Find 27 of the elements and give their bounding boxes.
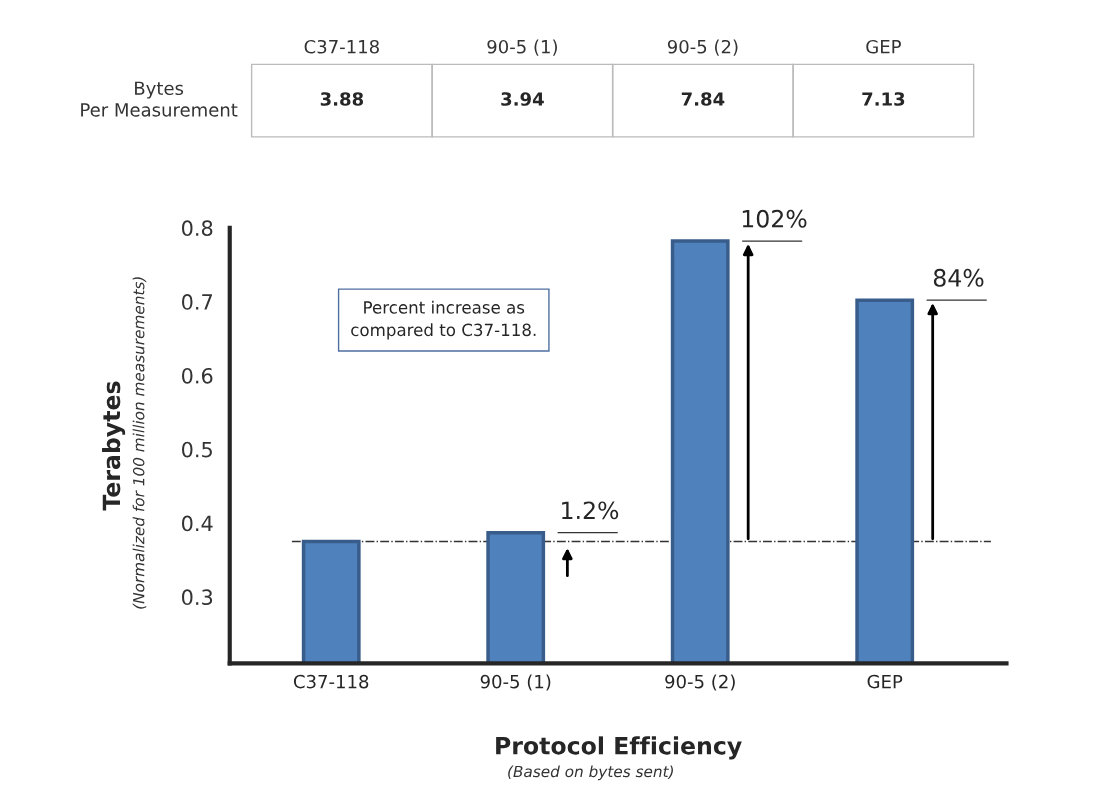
annotation: Percent increase as compared to C37-118. [351, 300, 536, 340]
y-tick-label: 0.4 [182, 515, 213, 532]
text: (Normalized for 100 million measurements) [132, 277, 147, 609]
category-label: 90-5 (1) [487, 39, 557, 56]
text: 3.88 [320, 92, 364, 106]
annotation: 102% [742, 209, 807, 228]
text: 3.94 [501, 92, 544, 106]
y-tick-label: 0.6 [182, 367, 213, 384]
category-label: 90-5 (2) [667, 39, 738, 56]
y-axis-title: Terabytes [102, 381, 126, 511]
annotation: 1.2% [562, 501, 619, 520]
y-tick-label: 0.8 [182, 220, 213, 237]
x-tick-label: 90-5 (2) [665, 674, 735, 691]
y-tick-label: 0.7 [182, 294, 212, 310]
y-tick-label: 0.5 [182, 441, 212, 458]
text: Bytes Per Measurement [81, 81, 238, 117]
category-label: C37-118 [304, 39, 379, 54]
x-axis-title: Protocol Efficiency [496, 736, 742, 760]
x-tick-label: 90-5 (1) [480, 674, 551, 691]
y-tick-label: 0.3 [182, 589, 213, 606]
text: 7.13 [862, 92, 905, 106]
text: (Based on bytes sent) [508, 765, 673, 781]
annotation: 84% [933, 268, 984, 287]
x-tick-label: GEP [867, 674, 903, 689]
text: 7.84 [681, 92, 725, 106]
x-tick-label: C37-118 [293, 674, 369, 689]
category-label: GEP [866, 39, 901, 54]
